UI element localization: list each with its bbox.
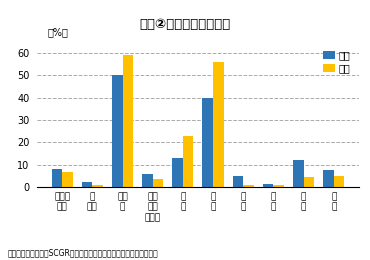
Bar	[82, 181, 92, 187]
Bar	[52, 169, 62, 187]
Bar	[112, 75, 122, 187]
Bar	[213, 62, 223, 187]
Bar	[142, 174, 153, 187]
Bar	[334, 176, 344, 187]
Bar	[202, 98, 213, 187]
Text: （%）: （%）	[47, 27, 68, 37]
Bar	[303, 177, 314, 187]
Bar	[293, 160, 303, 187]
Bar	[172, 158, 183, 187]
Bar	[263, 184, 273, 187]
Bar	[122, 55, 133, 187]
Bar	[62, 172, 73, 187]
Bar	[92, 185, 103, 187]
Bar	[323, 170, 334, 187]
Bar	[153, 179, 163, 187]
Text: （出所：観光庁よりSCGR作成）　（注）地域は地方運輸局に基づく: （出所：観光庁よりSCGR作成） （注）地域は地方運輸局に基づく	[7, 248, 158, 257]
Text: 図表②　地域別の訪問率: 図表② 地域別の訪問率	[139, 18, 231, 31]
Bar	[243, 185, 254, 187]
Bar	[183, 136, 194, 187]
Bar	[233, 176, 243, 187]
Legend: 全体, 中国: 全体, 中国	[319, 47, 354, 77]
Bar	[273, 185, 284, 187]
